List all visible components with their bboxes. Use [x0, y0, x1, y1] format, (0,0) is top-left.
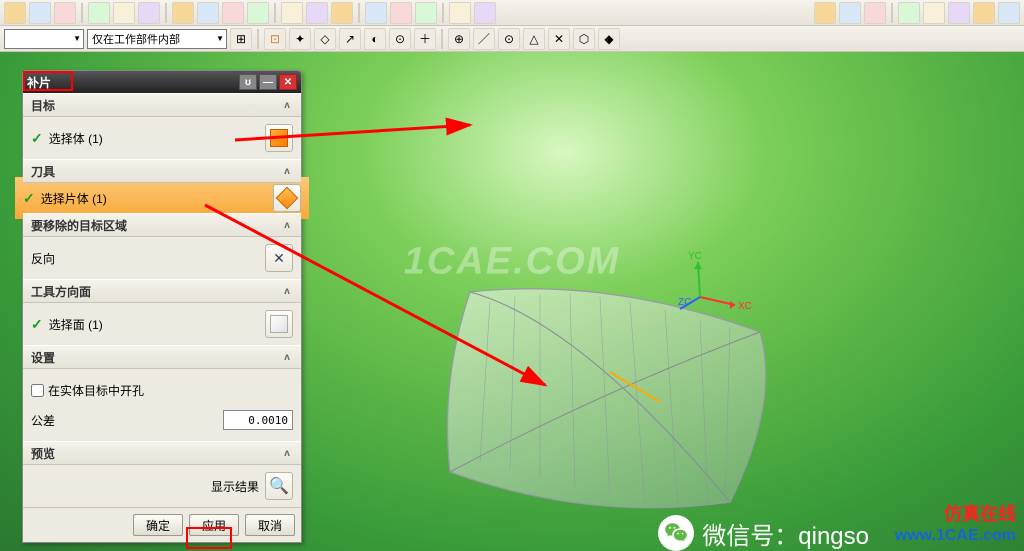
- hole-checkbox[interactable]: [31, 384, 44, 397]
- show-result-row: 显示结果 🔍: [31, 471, 293, 501]
- hole-checkbox-row[interactable]: 在实体目标中开孔: [31, 375, 293, 405]
- tool-icon[interactable]: [948, 2, 970, 24]
- snap-icon[interactable]: ◆: [598, 28, 620, 50]
- svg-text:XC: XC: [738, 301, 752, 312]
- snap-icon[interactable]: △: [523, 28, 545, 50]
- dialog-title: 补片: [27, 74, 51, 91]
- snap-icon[interactable]: ✦: [289, 28, 311, 50]
- snap-icon[interactable]: ↗: [339, 28, 361, 50]
- tool-icon[interactable]: [222, 2, 244, 24]
- tool-icon[interactable]: [973, 2, 995, 24]
- tool-icon[interactable]: [281, 2, 303, 24]
- collapse-icon[interactable]: ʌ: [279, 97, 295, 113]
- axis-triad: XC YC ZC: [680, 257, 750, 342]
- snap-icon[interactable]: ◐: [364, 28, 386, 50]
- section-preview-header[interactable]: 预览 ʌ: [23, 441, 301, 465]
- face-selector-icon[interactable]: [265, 310, 293, 338]
- snap-icon[interactable]: ⬡: [573, 28, 595, 50]
- svg-text:ZC: ZC: [678, 297, 691, 308]
- tool-icon[interactable]: [365, 2, 387, 24]
- reverse-row: 反向 ✕: [31, 243, 293, 273]
- patch-dialog: 补片 ʊ — ✕ 目标 ʌ ✓ 选择体 (1) 刀具 ʌ ✓ 选择片体 (1) …: [22, 70, 302, 543]
- check-icon: ✓: [23, 190, 35, 207]
- sheet-selector-icon[interactable]: [273, 184, 301, 212]
- filter-dropdown[interactable]: 仅在工作部件内部: [87, 29, 227, 49]
- tool-icon[interactable]: [138, 2, 160, 24]
- filter-icon[interactable]: ⊞: [230, 28, 252, 50]
- snap-icon[interactable]: ⊕: [448, 28, 470, 50]
- close-icon[interactable]: ✕: [279, 74, 297, 90]
- collapse-icon[interactable]: ʌ: [279, 283, 295, 299]
- tool-icon[interactable]: [331, 2, 353, 24]
- body-selector-icon[interactable]: [265, 124, 293, 152]
- tool-icon[interactable]: [113, 2, 135, 24]
- snap-icon[interactable]: ＋: [414, 28, 436, 50]
- tool-icon[interactable]: [923, 2, 945, 24]
- collapse-icon[interactable]: ʌ: [279, 163, 295, 179]
- section-tooldir-header[interactable]: 工具方向面 ʌ: [23, 279, 301, 303]
- tool-icon[interactable]: [306, 2, 328, 24]
- tool-icon[interactable]: [898, 2, 920, 24]
- tool-icon[interactable]: [415, 2, 437, 24]
- section-target-header[interactable]: 目标 ʌ: [23, 93, 301, 117]
- tool-icon[interactable]: [172, 2, 194, 24]
- collapse-icon[interactable]: ʌ: [279, 349, 295, 365]
- section-settings-header[interactable]: 设置 ʌ: [23, 345, 301, 369]
- tool-icon[interactable]: [449, 2, 471, 24]
- tool-icon[interactable]: [88, 2, 110, 24]
- minimize-icon[interactable]: —: [259, 74, 277, 90]
- tool-icon[interactable]: [247, 2, 269, 24]
- magnifier-icon[interactable]: 🔍: [265, 472, 293, 500]
- svg-text:YC: YC: [688, 251, 702, 262]
- tool-icon[interactable]: [814, 2, 836, 24]
- surface-mesh: [430, 272, 810, 532]
- main-toolbar-2: 仅在工作部件内部 ⊞ ⊡ ✦ ◇ ↗ ◐ ⊙ ＋ ⊕ ／ ⊙ △ ✕ ⬡ ◆: [0, 26, 1024, 52]
- snap-icon[interactable]: ⊙: [389, 28, 411, 50]
- snap-icon[interactable]: ⊡: [264, 28, 286, 50]
- wechat-label: 微信号：qingso: [658, 515, 869, 551]
- wechat-icon: [658, 515, 694, 551]
- section-remove-header[interactable]: 要移除的目标区域 ʌ: [23, 213, 301, 237]
- apply-button[interactable]: 应用: [189, 514, 239, 536]
- dialog-titlebar[interactable]: 补片 ʊ — ✕: [23, 71, 301, 93]
- snap-icon[interactable]: ⊙: [498, 28, 520, 50]
- tool-icon[interactable]: [864, 2, 886, 24]
- section-tool-header[interactable]: 刀具 ʌ: [23, 159, 301, 183]
- tool-icon[interactable]: [54, 2, 76, 24]
- snap-icon[interactable]: ◇: [314, 28, 336, 50]
- main-toolbar-1: [0, 0, 1024, 26]
- cancel-button[interactable]: 取消: [245, 514, 295, 536]
- reverse-icon[interactable]: ✕: [265, 244, 293, 272]
- tool-icon[interactable]: [474, 2, 496, 24]
- watermark-blue: www.1CAE.com: [895, 527, 1016, 545]
- selection-dropdown[interactable]: [4, 29, 84, 49]
- tool-icon[interactable]: [998, 2, 1020, 24]
- tolerance-input[interactable]: [223, 410, 293, 430]
- tool-icon[interactable]: [390, 2, 412, 24]
- dialog-button-bar: 确定 应用 取消: [23, 507, 301, 542]
- check-icon: ✓: [31, 130, 43, 147]
- select-body-row[interactable]: ✓ 选择体 (1): [31, 123, 293, 153]
- select-face-row[interactable]: ✓ 选择面 (1): [31, 309, 293, 339]
- collapse-icon[interactable]: ʌ: [279, 217, 295, 233]
- tolerance-row: 公差: [31, 405, 293, 435]
- tool-icon[interactable]: [197, 2, 219, 24]
- watermark-red: 仿真在线: [944, 500, 1016, 526]
- tool-icon[interactable]: [839, 2, 861, 24]
- snap-icon[interactable]: ／: [473, 28, 495, 50]
- collapse-icon[interactable]: ʌ: [279, 445, 295, 461]
- ok-button[interactable]: 确定: [133, 514, 183, 536]
- snap-icon[interactable]: ✕: [548, 28, 570, 50]
- check-icon: ✓: [31, 316, 43, 333]
- rollup-icon[interactable]: ʊ: [239, 74, 257, 90]
- tool-icon[interactable]: [4, 2, 26, 24]
- tool-icon[interactable]: [29, 2, 51, 24]
